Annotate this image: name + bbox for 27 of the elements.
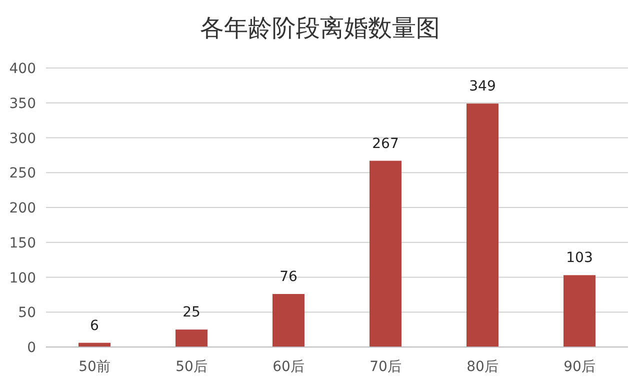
y-tick-label: 50 bbox=[18, 305, 36, 322]
y-tick-label: 250 bbox=[9, 166, 36, 182]
data-label: 349 bbox=[469, 78, 496, 95]
y-tick-label: 200 bbox=[9, 200, 36, 216]
x-tick-label: 80后 bbox=[466, 359, 498, 375]
data-label: 6 bbox=[90, 318, 100, 334]
x-tick-label: 60后 bbox=[272, 359, 304, 375]
x-tick-label: 70后 bbox=[370, 359, 402, 375]
y-tick-label: 350 bbox=[9, 96, 36, 112]
x-tick-label: 90后 bbox=[564, 359, 596, 375]
data-label: 25 bbox=[182, 304, 200, 321]
data-label: 103 bbox=[566, 250, 593, 266]
bar bbox=[466, 104, 498, 347]
bar bbox=[564, 275, 596, 347]
bar bbox=[176, 330, 208, 347]
y-tick-label: 300 bbox=[9, 130, 36, 147]
y-tick-label: 400 bbox=[9, 61, 36, 77]
y-tick-label: 0 bbox=[27, 340, 36, 356]
bar bbox=[370, 160, 402, 347]
data-label: 76 bbox=[280, 268, 298, 285]
x-tick-label: 50前 bbox=[78, 359, 110, 375]
bar bbox=[272, 294, 304, 347]
y-tick-label: 100 bbox=[9, 270, 36, 286]
x-tick-label: 50后 bbox=[176, 359, 208, 375]
data-label: 267 bbox=[372, 136, 399, 152]
y-tick-label: 150 bbox=[9, 235, 36, 252]
chart-title: 各年龄阶段离婚数量图 bbox=[200, 14, 440, 42]
